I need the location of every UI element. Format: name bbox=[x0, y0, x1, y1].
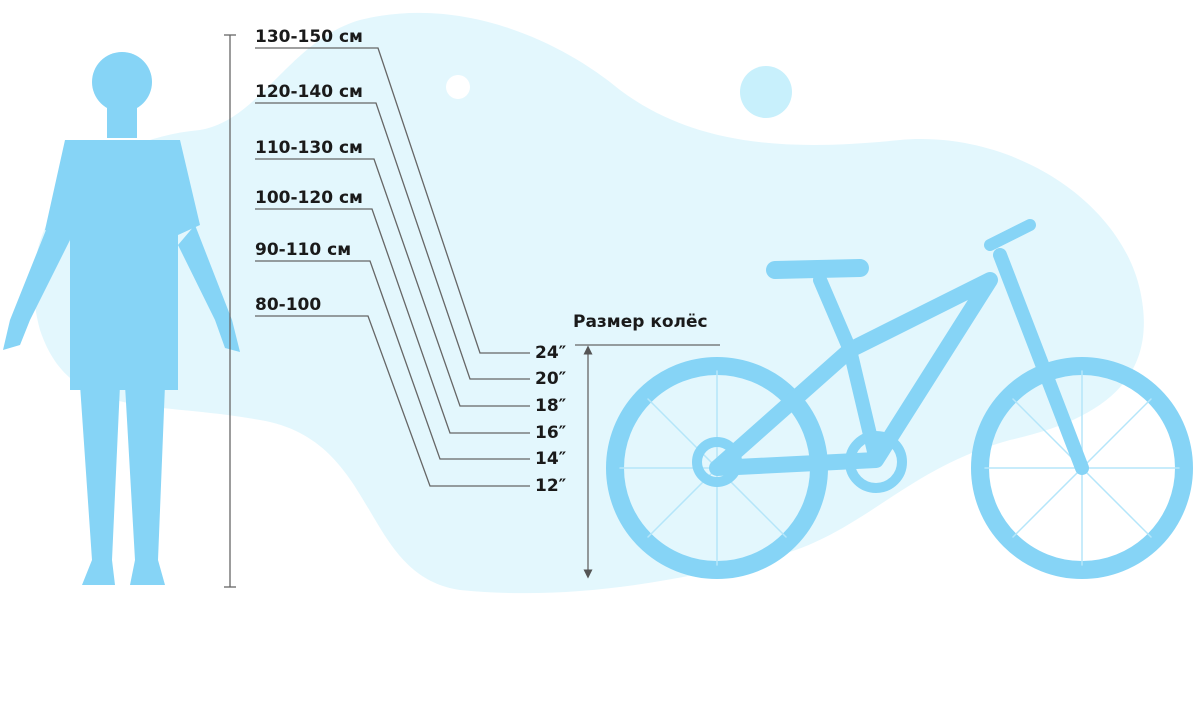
person-silhouette bbox=[3, 52, 240, 585]
height-label: 120-140 см bbox=[255, 82, 363, 102]
connector-line bbox=[255, 260, 530, 460]
connector-line bbox=[255, 208, 530, 434]
wheel-size-title: Размер колёс bbox=[573, 312, 708, 332]
wheel-label: 20″ bbox=[535, 369, 567, 389]
wheel-label: 16″ bbox=[535, 423, 567, 443]
height-label: 100-120 см bbox=[255, 188, 363, 208]
bubble bbox=[446, 75, 470, 99]
wheel-label: 14″ bbox=[535, 449, 567, 469]
height-label: 80-100 bbox=[255, 295, 321, 315]
height-label: 110-130 см bbox=[255, 138, 363, 158]
connector-line bbox=[255, 102, 530, 380]
height-label: 130-150 см bbox=[255, 27, 363, 47]
wheel-label: 18″ bbox=[535, 396, 567, 416]
connector-line bbox=[255, 315, 530, 487]
connector-line bbox=[255, 47, 530, 354]
bubble bbox=[740, 66, 792, 118]
wheel-label: 12″ bbox=[535, 476, 567, 496]
wheel-label: 24″ bbox=[535, 343, 567, 363]
height-label: 90-110 см bbox=[255, 240, 351, 260]
bicycle bbox=[606, 219, 1193, 579]
connector-line bbox=[255, 158, 530, 407]
